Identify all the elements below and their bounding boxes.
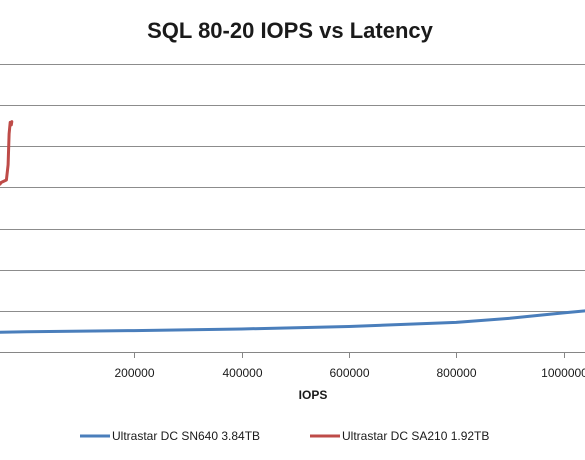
chart-title: SQL 80-20 IOPS vs Latency bbox=[147, 18, 433, 43]
x-axis-label: IOPS bbox=[299, 388, 328, 402]
x-tick-label-1: 400000 bbox=[222, 366, 262, 380]
x-tick-label-0: 200000 bbox=[114, 366, 154, 380]
x-tick-label-4: 1000000 bbox=[541, 366, 585, 380]
x-tick-label-3: 800000 bbox=[436, 366, 476, 380]
gridlines bbox=[0, 64, 585, 353]
series-line-0 bbox=[0, 309, 585, 334]
x-axis-ticks: 200000 400000 600000 800000 1000000 bbox=[114, 352, 585, 380]
series-lines bbox=[0, 120, 585, 334]
legend-label-0: Ultrastar DC SN640 3.84TB bbox=[112, 429, 260, 443]
legend: Ultrastar DC SN640 3.84TB Ultrastar DC SA… bbox=[80, 429, 489, 443]
x-tick-label-2: 600000 bbox=[329, 366, 369, 380]
series-line-1 bbox=[0, 120, 14, 186]
legend-label-1: Ultrastar DC SA210 1.92TB bbox=[342, 429, 489, 443]
